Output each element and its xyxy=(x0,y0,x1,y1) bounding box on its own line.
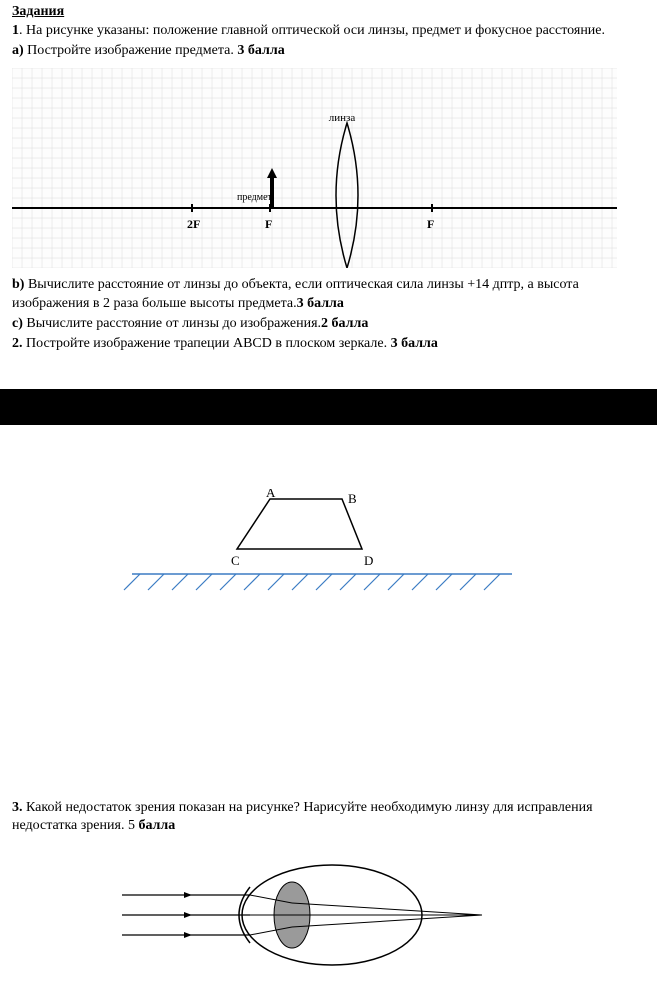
svg-text:C: C xyxy=(231,553,240,568)
task3: 3. Какой недостаток зрения показан на ри… xyxy=(12,799,645,835)
eye-diagram xyxy=(12,850,645,980)
task1-intro-text: . На рисунке указаны: положение главной … xyxy=(19,23,605,38)
task2-points: 3 балла xyxy=(391,336,438,351)
page-separator xyxy=(0,389,657,425)
lens-svg: 2F F Fлинза предмет xyxy=(12,68,617,268)
task1-a-text: Постройте изображение предмета. xyxy=(24,43,238,58)
task1-intro: 1. На рисунке указаны: положение главной… xyxy=(12,22,645,40)
task1-a-points: 3 балла xyxy=(237,43,284,58)
page-1: Задания 1. На рисунке указаны: положение… xyxy=(0,0,657,359)
svg-text:B: B xyxy=(348,491,357,506)
task2-text: Постройте изображение трапеции ABCD в пл… xyxy=(23,336,391,351)
task1-number: 1 xyxy=(12,23,19,38)
task1-a-label: a) xyxy=(12,43,24,58)
eye-svg xyxy=(12,850,645,980)
task1-c-points: 2 балла xyxy=(321,316,368,331)
trapezoid-diagram: A B C D xyxy=(12,489,645,649)
task2: 2. Постройте изображение трапеции ABCD в… xyxy=(12,335,645,353)
task3-points: балла xyxy=(138,818,175,833)
task1-b-points: 3 балла xyxy=(297,296,344,311)
task1-c-text: Вычислите расстояние от линзы до изображ… xyxy=(23,316,321,331)
tasks-heading: Задания xyxy=(12,4,645,20)
svg-text:F: F xyxy=(427,217,434,231)
lens-diagram: 2F F Fлинза предмет xyxy=(12,68,617,268)
svg-text:2F: 2F xyxy=(187,217,200,231)
page-2: A B C D 3. Какой недостаток зрения показан … xyxy=(0,425,657,997)
svg-text:A: A xyxy=(266,489,276,500)
task1-b-label: b) xyxy=(12,277,24,292)
task1-a: a) Постройте изображение предмета. 3 бал… xyxy=(12,42,645,60)
trapezoid-svg: A B C D xyxy=(12,489,645,649)
spacer xyxy=(12,669,645,799)
task2-number: 2. xyxy=(12,336,23,351)
task1-c: c) Вычислите расстояние от линзы до изоб… xyxy=(12,315,645,333)
task1-b: b) Вычислите расстояние от линзы до объе… xyxy=(12,276,645,312)
task1-b-text: Вычислите расстояние от линзы до объекта… xyxy=(12,277,579,310)
svg-text:предмет: предмет xyxy=(237,192,273,203)
task1-c-label: c) xyxy=(12,316,23,331)
task3-number: 3. xyxy=(12,800,23,815)
task3-text: Какой недостаток зрения показан на рисун… xyxy=(12,800,593,833)
svg-text:D: D xyxy=(364,553,373,568)
svg-text:линза: линза xyxy=(329,112,356,124)
svg-text:F: F xyxy=(265,217,272,231)
